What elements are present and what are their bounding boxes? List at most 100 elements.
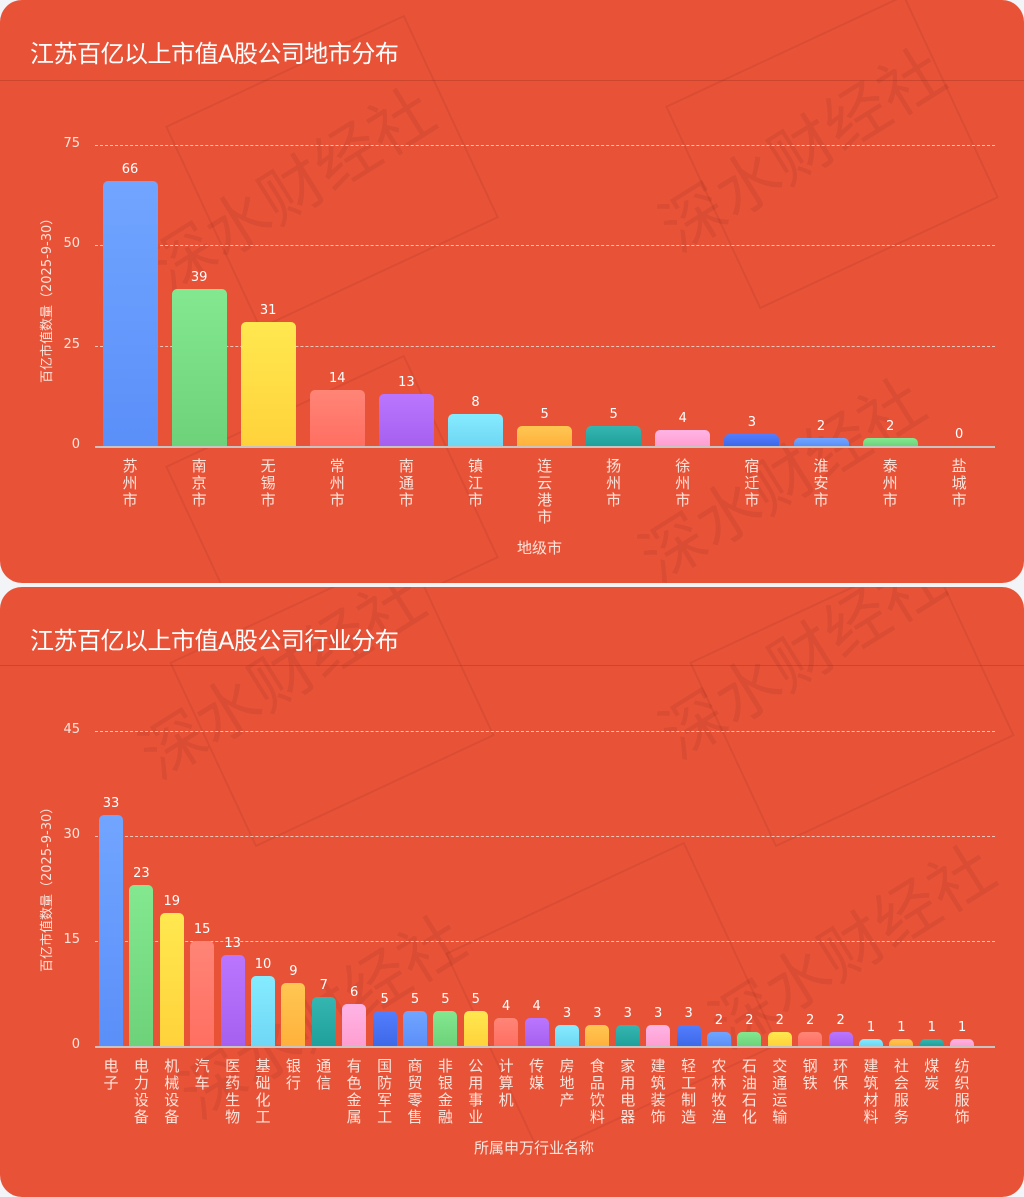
bar[interactable]	[707, 1032, 731, 1046]
bar[interactable]	[240, 321, 296, 446]
bar[interactable]	[159, 913, 184, 1046]
gridline	[95, 731, 995, 732]
bar[interactable]	[524, 1018, 549, 1046]
gridline	[95, 345, 995, 347]
x-tick-label: 盐城市	[951, 457, 967, 509]
bar[interactable]	[767, 1032, 792, 1046]
x-tick-label: 常州市	[329, 457, 345, 509]
x-tick-label: 煤炭	[924, 1057, 940, 1092]
bar[interactable]	[737, 1032, 762, 1046]
bar-value-label: 4	[532, 999, 541, 1014]
bar[interactable]	[190, 941, 215, 1046]
bar-value-label: 2	[816, 418, 826, 434]
bar[interactable]	[311, 997, 336, 1046]
x-tick-label: 非银金融	[437, 1057, 453, 1126]
x-axis-label: 地级市	[517, 539, 563, 557]
bar[interactable]	[342, 1004, 367, 1046]
y-tick-label: 0	[71, 437, 80, 452]
bar[interactable]	[615, 1025, 640, 1046]
bar[interactable]	[102, 181, 158, 446]
watermark-triangle-icon	[665, 0, 999, 310]
bar-value-label: 5	[410, 992, 420, 1007]
bar-value-label: 6	[350, 985, 359, 1000]
bar[interactable]	[646, 1025, 671, 1046]
x-tick-label: 镇江市	[467, 457, 483, 509]
bar[interactable]	[889, 1039, 914, 1046]
bar[interactable]	[372, 1011, 397, 1046]
bar-value-label: 3	[684, 1006, 693, 1021]
bar[interactable]	[798, 1032, 823, 1046]
bar[interactable]	[555, 1025, 579, 1046]
x-tick-label: 连云港市	[537, 457, 553, 526]
bar[interactable]	[99, 815, 123, 1046]
bar[interactable]	[862, 437, 918, 446]
bar-value-label: 2	[806, 1013, 815, 1028]
watermark: 深水财经社	[137, 74, 449, 308]
bar[interactable]	[403, 1011, 427, 1046]
watermark-triangle-icon	[689, 587, 1015, 848]
bar[interactable]	[448, 413, 503, 446]
bar[interactable]	[585, 1025, 610, 1046]
x-tick-label: 商贸零售	[407, 1057, 423, 1126]
bar[interactable]	[309, 389, 365, 446]
bar[interactable]	[494, 1018, 519, 1046]
bar[interactable]	[517, 425, 573, 446]
bar-value-label: 14	[329, 370, 346, 386]
x-tick-label: 石油石化	[741, 1057, 757, 1126]
y-tick-label: 25	[63, 336, 80, 352]
bar[interactable]	[171, 289, 227, 446]
bar[interactable]	[586, 425, 642, 446]
x-tick-label: 钢铁	[802, 1057, 818, 1092]
bar-value-label: 0	[955, 427, 964, 442]
bar-value-label: 2	[714, 1013, 724, 1028]
bar[interactable]	[655, 429, 711, 446]
bar-value-label: 5	[471, 992, 480, 1007]
bar-value-label: 2	[885, 418, 895, 434]
x-tick-label: 纺织服饰	[954, 1057, 970, 1126]
bar[interactable]	[950, 1039, 975, 1046]
bar[interactable]	[919, 1039, 944, 1046]
bar[interactable]	[281, 983, 306, 1046]
x-tick-label: 食品饮料	[589, 1057, 605, 1126]
bar[interactable]	[859, 1039, 883, 1046]
bar-value-label: 1	[866, 1020, 876, 1035]
y-tick-label: 50	[63, 236, 80, 252]
x-tick-label: 南京市	[191, 457, 207, 509]
bar[interactable]	[676, 1025, 701, 1046]
watermark: 深水财经社	[127, 587, 439, 795]
x-tick-label: 交通运输	[772, 1057, 788, 1126]
bar[interactable]	[378, 393, 434, 446]
x-tick-label: 环保	[833, 1057, 849, 1092]
x-tick-label: 传媒	[529, 1057, 545, 1092]
bar[interactable]	[251, 976, 275, 1046]
x-tick-label: 通信	[316, 1057, 332, 1092]
x-tick-label: 电力设备	[133, 1057, 149, 1126]
x-tick-label: 宿迁市	[744, 457, 760, 509]
bar[interactable]	[433, 1011, 458, 1046]
bar-value-label: 39	[190, 270, 208, 286]
title-divider	[0, 80, 1024, 81]
bar[interactable]	[129, 885, 154, 1046]
gridline	[95, 245, 995, 247]
bar[interactable]	[724, 433, 780, 446]
bar-value-label: 19	[163, 894, 181, 909]
bar-value-label: 2	[836, 1013, 845, 1028]
x-tick-label: 淮安市	[813, 457, 829, 509]
x-tick-label: 南通市	[398, 457, 414, 509]
x-tick-label: 计算机	[498, 1057, 514, 1109]
bar[interactable]	[793, 437, 849, 446]
chart-title: 江苏百亿以上市值A股公司行业分布	[30, 627, 399, 655]
y-tick-label: 0	[71, 1037, 80, 1052]
bar[interactable]	[220, 955, 245, 1046]
bar-value-label: 13	[224, 936, 241, 951]
bar-value-label: 1	[927, 1020, 936, 1035]
bar[interactable]	[463, 1011, 488, 1046]
gridline	[95, 145, 995, 146]
x-tick-label: 社会服务	[893, 1057, 909, 1126]
bar-value-label: 13	[398, 374, 415, 390]
x-axis-label: 所属申万行业名称	[474, 1139, 595, 1157]
bar-value-label: 1	[958, 1020, 967, 1035]
bar[interactable]	[828, 1032, 853, 1046]
bar-value-label: 3	[562, 1006, 572, 1021]
y-tick-label: 30	[63, 827, 80, 842]
